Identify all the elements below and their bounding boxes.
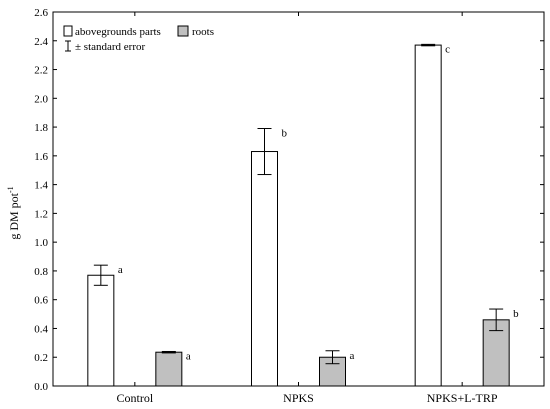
significance-label: b	[282, 128, 288, 140]
bar	[87, 274, 115, 387]
y-tick-label: 1.6	[34, 151, 48, 163]
significance-label: a	[186, 350, 191, 362]
significance-label: a	[350, 350, 355, 362]
y-tick-label: 2.6	[34, 7, 48, 19]
y-tick-label: 0.2	[34, 352, 48, 364]
error-bar	[161, 350, 176, 354]
y-tick-label: 1.0	[34, 237, 48, 249]
y-tick-label: 2.0	[34, 93, 48, 105]
bars: a a b a c b	[87, 43, 519, 387]
y-tick-label: 0.8	[34, 266, 48, 278]
svg-text:g DM pot-1: g DM pot-1	[6, 186, 21, 239]
y-axis-title: g DM pot-1	[6, 186, 21, 239]
y-tick-label: 2.4	[34, 36, 48, 48]
error-bar	[489, 308, 504, 332]
legend-swatch-roots	[177, 25, 189, 37]
significance-label: a	[118, 264, 123, 276]
y-tick-label: 0.4	[34, 323, 48, 335]
legend-swatch-aboveground	[63, 25, 73, 37]
x-tick-label: Control	[116, 391, 153, 405]
y-tick-label: 1.4	[34, 180, 48, 192]
x-tick-label: NPKS	[283, 391, 314, 405]
error-bar	[421, 43, 436, 47]
bar	[414, 44, 442, 387]
y-tick-label: 1.8	[34, 122, 48, 134]
y-axis-title-superscript: -1	[6, 186, 15, 193]
significance-label: c	[445, 43, 450, 55]
error-bar	[257, 128, 272, 176]
y-tick-label: 1.2	[34, 208, 48, 220]
legend: abovegrounds parts roots ± standard erro…	[63, 25, 214, 53]
y-tick-label: 0.6	[34, 295, 48, 307]
y-tick-label: 0.0	[34, 381, 48, 393]
significance-label: b	[513, 308, 519, 320]
plot-frame	[52, 11, 545, 387]
legend-label-roots: roots	[192, 26, 214, 38]
error-bar	[325, 350, 340, 365]
bar	[155, 351, 183, 387]
y-axis-title-text: g DM pot	[7, 192, 21, 239]
legend-label-aboveground: abovegrounds parts	[75, 26, 161, 38]
legend-error-symbol	[65, 40, 71, 52]
plot-area	[52, 11, 545, 387]
legend-label-error: ± standard error	[75, 41, 146, 53]
x-axis: Control NPKS NPKS+L-TRP	[116, 12, 498, 405]
error-bar	[93, 264, 108, 286]
y-tick-label: 2.2	[34, 65, 48, 77]
bar	[251, 151, 278, 387]
x-tick-label: NPKS+L-TRP	[427, 391, 498, 405]
y-axis: 0.0 0.2 0.4 0.6 0.8 1.0 1.2 1.4 1.6 1.8 2.0 2.2 2.4 2…	[34, 7, 544, 393]
